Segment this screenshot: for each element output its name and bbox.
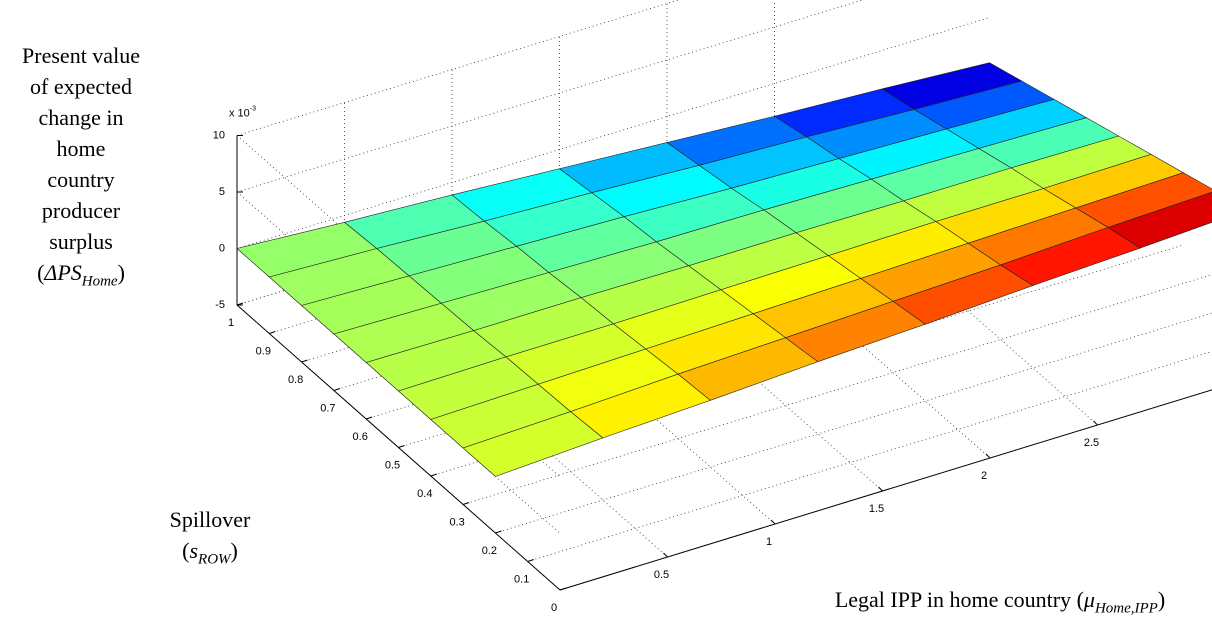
tick-mark [366,416,373,420]
z-label-sub: Home [81,273,118,290]
tick-mark [770,519,776,525]
tick-mark [985,453,991,459]
x-tick-label: 1.5 [869,503,884,515]
surface-cell [1107,191,1212,249]
z-tick-label: 10 [213,129,225,141]
scale-exp: -3 [250,105,256,112]
tick-mark [236,302,244,306]
x-label-open: ( [1076,587,1084,612]
y-tick-label: 0.9 [256,345,271,357]
tick-mark [663,552,668,558]
y-label-sub: ROW [198,551,231,568]
y-tick-label: 0.5 [385,459,400,471]
x-label-text: Legal IPP in home country [834,587,1072,612]
y-label-math: s [189,538,199,563]
z-label-text: Present value of expected change in home… [22,43,140,254]
scale-base: x 10 [229,107,250,119]
z-label-open: ( [37,260,45,285]
y-tick-label: 0.3 [449,516,464,528]
z-label-math: ΔPS [44,260,82,285]
y-tick-label: 1 [228,317,234,329]
tick-mark [301,359,308,363]
x-axis-label: Legal IPP in home country (μHome,IPP) [790,584,1210,624]
y-tick-label: 0.6 [353,431,368,443]
tick-mark [398,445,405,448]
x-label-math: μ [1083,587,1095,612]
tick-mark [462,502,470,505]
tick-mark [878,486,883,492]
x-label-close: ) [1157,587,1166,612]
x-tick-label: 1 [766,536,772,548]
y-tick-label: 0.4 [417,488,432,500]
x-tick-label: 2 [981,470,987,482]
y-label-open: ( [182,538,190,563]
tick-mark [559,587,567,591]
scale-label: x 10-3 [229,105,256,119]
y-label-close: ) [230,538,238,563]
y-tick-label: 0.2 [482,545,497,557]
y-tick-label: 0 [551,602,557,614]
y-tick-label: 0.8 [288,374,303,386]
y-axis-label: Spillover (sROW) [150,504,270,575]
tick-mark [495,530,502,534]
x-axis [559,389,1212,591]
tick-mark [430,473,437,477]
z-tick-label: -5 [215,299,225,311]
z-label-close: ) [117,260,125,285]
z-tick-label: 0 [219,242,225,254]
z-axis-label: Present value of expected change in home… [22,40,140,297]
tick-mark [333,388,341,391]
x-label-sub: Home,IPP [1094,600,1158,617]
tick-mark [1093,420,1098,426]
x-tick-label: 2.5 [1084,437,1099,449]
y-label-text: Spillover [169,507,251,532]
z-tick-label: 5 [219,186,225,198]
tick-mark [527,559,534,562]
y-tick-label: 0.7 [320,402,335,414]
y-tick-label: 0.1 [514,573,529,585]
x-tick-label: 0.5 [654,569,669,581]
tick-mark [269,331,276,334]
